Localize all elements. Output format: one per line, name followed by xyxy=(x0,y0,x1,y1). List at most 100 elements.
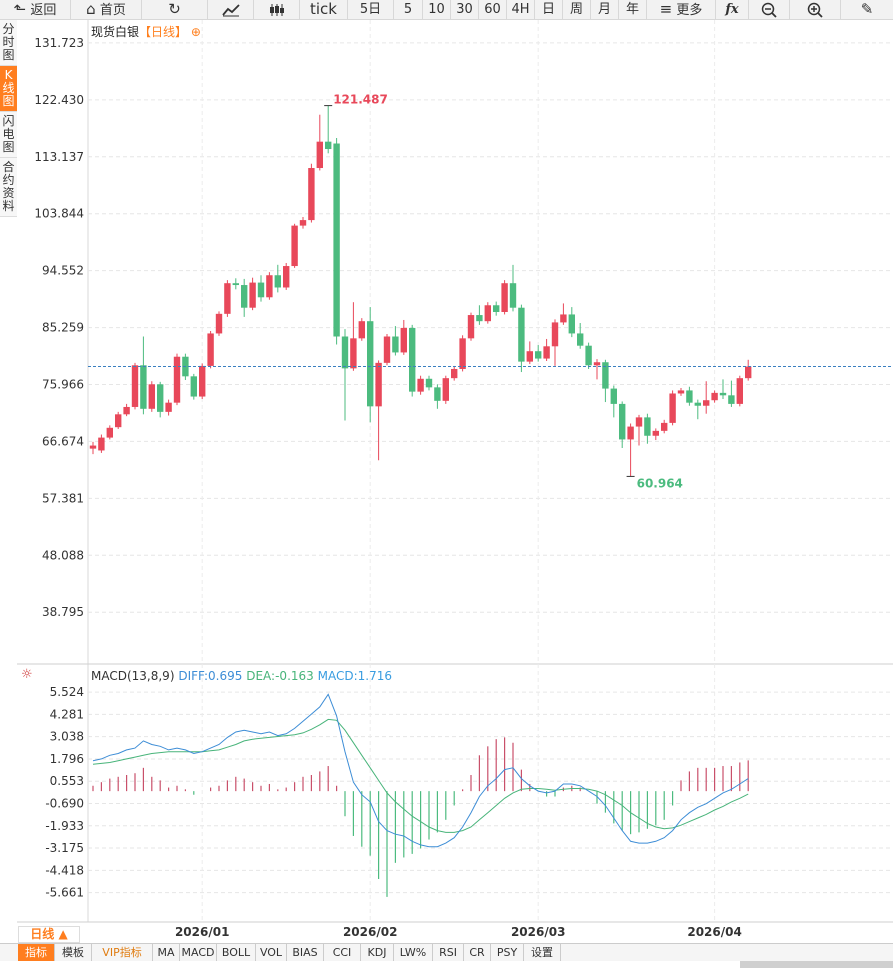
main-y-tick-label: 57.381 xyxy=(42,491,84,505)
indicator-bar: 指标 模板 VIP指标 MA MACD BOLL VOL BIAS CCI KDJ LW% RSI CR… xyxy=(0,943,893,961)
candle-body xyxy=(215,313,223,334)
candle-body xyxy=(392,336,399,353)
draw-button[interactable]: ✎ xyxy=(841,0,893,19)
side-tab-time-share[interactable]: 分时图 xyxy=(0,20,17,66)
zoom-in-icon xyxy=(807,2,823,18)
indicator-tab-boll[interactable]: BOLL xyxy=(217,944,256,961)
macd-hist-value: MACD:1.716 xyxy=(317,669,392,683)
candle-body xyxy=(476,315,483,322)
more-button[interactable]: ≡ 更多 xyxy=(647,0,716,19)
candle-body xyxy=(308,168,315,221)
4h-button[interactable]: 4H xyxy=(507,0,535,19)
indicator-tab-vip[interactable]: VIP指标 xyxy=(92,944,153,961)
candle-body xyxy=(459,338,466,369)
candle-body xyxy=(610,388,617,404)
indicator-tab-[interactable]: 模板 xyxy=(55,944,92,961)
macd-dea-value: DEA:-0.163 xyxy=(246,669,314,683)
instrument-name: 现货白银 xyxy=(91,25,140,39)
home-button[interactable]: ⌂ 首页 xyxy=(71,0,142,19)
candle-body xyxy=(568,314,575,334)
period-label: 【日线】 xyxy=(139,25,188,39)
10min-button[interactable]: 10 xyxy=(423,0,451,19)
candle-body xyxy=(711,392,718,401)
day-button[interactable]: 日 xyxy=(535,0,563,19)
candle-body xyxy=(358,321,365,339)
candle-body xyxy=(106,427,113,438)
chart-canvas[interactable]: 131.723 122.430 113.137 103.844 94.552 85.259… xyxy=(0,20,893,942)
side-tab-kline[interactable]: K线图 xyxy=(0,66,17,112)
candle-body xyxy=(173,356,181,403)
period-select-button[interactable]: 日线 ▲ xyxy=(18,926,80,943)
indicator-tab-cci[interactable]: CCI xyxy=(324,944,361,961)
macd-y-tick-label: -1.933 xyxy=(45,819,84,833)
main-y-tick-label: 48.088 xyxy=(42,548,84,562)
candle-body xyxy=(283,266,290,288)
candle-body xyxy=(400,327,407,353)
candle-body xyxy=(123,406,130,415)
horizontal-scrollbar[interactable] xyxy=(740,961,893,968)
candle-body xyxy=(266,275,273,298)
candle-body xyxy=(350,338,357,369)
tick-button[interactable]: tick xyxy=(300,0,348,19)
side-tab-flash[interactable]: 闪电图 xyxy=(0,112,17,158)
chart-type-button[interactable] xyxy=(208,0,254,19)
macd-y-tick-label: 4.281 xyxy=(50,707,84,721)
main-y-tick-label: 131.723 xyxy=(34,36,84,50)
zoom-in-button[interactable] xyxy=(790,0,841,19)
back-label: 返回 xyxy=(30,3,57,18)
indicator-tab-psy[interactable]: PSY xyxy=(491,944,524,961)
candle-body xyxy=(299,220,307,226)
week-button[interactable]: 周 xyxy=(563,0,591,19)
side-tab-label: 分时图 xyxy=(2,22,15,62)
fx-button[interactable]: fx xyxy=(716,0,749,19)
indicator-tab-macd[interactable]: MACD xyxy=(180,944,217,961)
x-tick-label: 2026/03 xyxy=(511,925,565,939)
candle-body xyxy=(274,275,281,288)
side-tab-contract-info[interactable]: 合约资料 xyxy=(0,158,17,217)
month-button[interactable]: 月 xyxy=(591,0,619,19)
candle-body xyxy=(367,321,374,407)
indicator-tab-lw[interactable]: LW% xyxy=(394,944,433,961)
candle-body xyxy=(232,283,239,286)
candle-body xyxy=(661,422,668,431)
candle-body xyxy=(703,400,710,406)
30min-button[interactable]: 30 xyxy=(451,0,479,19)
candle-body xyxy=(484,305,491,322)
zoom-out-icon xyxy=(761,2,777,18)
60min-button[interactable]: 60 xyxy=(479,0,507,19)
refresh-button[interactable]: ↻ xyxy=(142,0,208,19)
candle-body xyxy=(593,362,601,366)
main-y-tick-label: 103.844 xyxy=(34,207,84,221)
indicator-tab-kdj[interactable]: KDJ xyxy=(361,944,394,961)
year-button[interactable]: 年 xyxy=(619,0,647,19)
5min-button[interactable]: 5 xyxy=(394,0,423,19)
indicator-tab-[interactable]: 设置 xyxy=(524,944,561,961)
zoom-out-button[interactable] xyxy=(749,0,790,19)
indicator-tab-rsi[interactable]: RSI xyxy=(433,944,464,961)
indicator-tab-cr[interactable]: CR xyxy=(464,944,491,961)
candle-body xyxy=(736,378,743,404)
settings-dot-icon[interactable]: ⊕ xyxy=(187,25,201,39)
x-tick-label: 2026/02 xyxy=(343,925,397,939)
indicator-tab-[interactable]: 指标 xyxy=(18,944,55,961)
candle-body xyxy=(417,378,424,392)
refresh-icon: ↻ xyxy=(168,0,181,18)
candle-body xyxy=(148,384,155,409)
candle-body xyxy=(686,390,693,403)
macd-header: MACD(13,8,9) DIFF:0.695 DEA:-0.163 MACD:… xyxy=(91,669,392,683)
pencil-icon: ✎ xyxy=(860,0,874,18)
home-label: 首页 xyxy=(99,3,126,18)
menu-icon: ≡ xyxy=(659,0,673,18)
candle-body xyxy=(190,376,197,397)
indicator-tab-ma[interactable]: MA xyxy=(153,944,180,961)
candle-body xyxy=(518,307,525,362)
macd-y-tick-label: -4.418 xyxy=(45,863,84,877)
indicator-tab-vol[interactable]: VOL xyxy=(256,944,287,961)
indicator-settings-icon[interactable]: ☼ xyxy=(21,667,33,682)
candle-type-button[interactable] xyxy=(254,0,300,19)
candle-body xyxy=(333,143,340,337)
5d-button[interactable]: 5日 xyxy=(348,0,394,19)
back-button[interactable]: ⬑ 返回 xyxy=(0,0,71,19)
indicator-tab-bias[interactable]: BIAS xyxy=(287,944,324,961)
candle-body xyxy=(694,402,701,406)
